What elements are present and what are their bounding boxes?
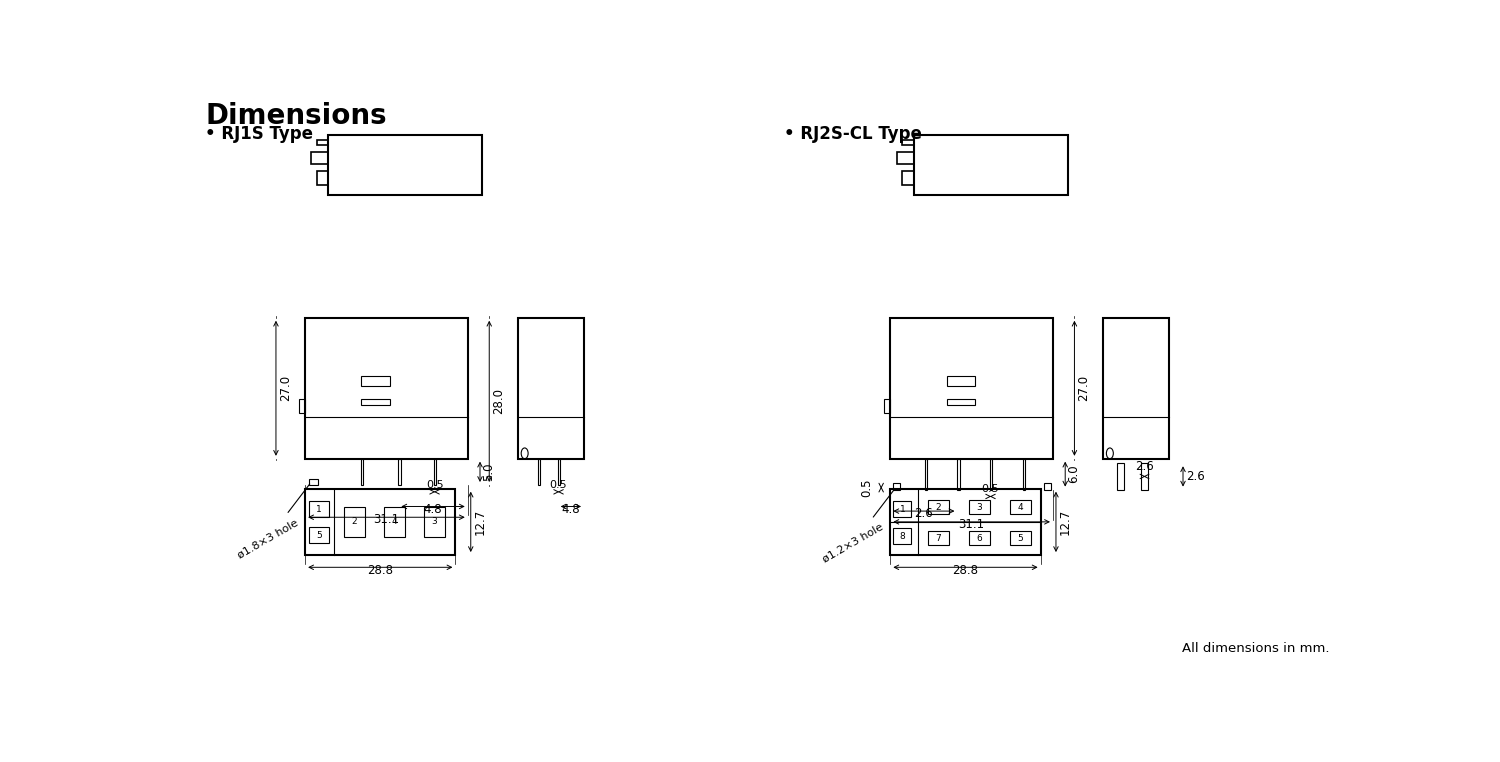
Text: 2: 2 [936, 503, 942, 512]
Text: 6: 6 [976, 533, 982, 543]
Text: 0.5: 0.5 [426, 479, 444, 489]
Bar [969, 531, 990, 545]
Text: 4: 4 [1017, 503, 1023, 512]
Bar [424, 507, 445, 536]
Text: 3: 3 [432, 517, 438, 527]
Bar [304, 488, 456, 555]
Text: 2.6: 2.6 [1136, 460, 1154, 473]
Bar [894, 528, 910, 544]
Bar [885, 399, 891, 412]
Text: 31.1: 31.1 [958, 518, 984, 531]
Text: 28.8: 28.8 [368, 564, 393, 577]
Text: ø1.8×3 hole: ø1.8×3 hole [236, 484, 309, 560]
Text: 12.7: 12.7 [1059, 509, 1072, 535]
Text: Dimensions: Dimensions [206, 102, 387, 130]
Text: 2: 2 [351, 517, 357, 527]
Text: ø1.2×3 hole: ø1.2×3 hole [821, 488, 896, 565]
Bar [362, 399, 390, 405]
Bar [1023, 459, 1025, 489]
Bar [518, 318, 584, 459]
Bar [399, 459, 400, 485]
Text: 4.8: 4.8 [561, 503, 580, 516]
Text: 4: 4 [392, 517, 398, 527]
Text: • RJ2S-CL Type: • RJ2S-CL Type [784, 125, 922, 143]
Bar [946, 399, 975, 405]
Bar [926, 459, 927, 489]
Text: 6.0: 6.0 [1068, 465, 1080, 483]
Text: 2.6: 2.6 [915, 507, 933, 520]
Bar [558, 459, 560, 485]
Text: 28.8: 28.8 [952, 564, 978, 577]
Text: 8: 8 [900, 532, 904, 540]
Text: 0.5: 0.5 [549, 479, 567, 489]
Bar [1140, 463, 1149, 489]
Text: 5: 5 [1017, 533, 1023, 543]
Bar [902, 171, 914, 184]
Text: 12.7: 12.7 [474, 509, 488, 535]
Bar [384, 507, 405, 536]
Bar [892, 482, 900, 489]
Text: 27.0: 27.0 [1077, 375, 1090, 402]
Bar [309, 527, 328, 543]
Bar [328, 135, 483, 194]
Bar [316, 171, 328, 184]
Text: 1: 1 [900, 504, 904, 514]
Bar [928, 501, 950, 514]
Text: 0.5: 0.5 [981, 484, 999, 494]
Bar [891, 488, 1041, 555]
Text: 31.1: 31.1 [374, 514, 399, 527]
Bar [537, 459, 540, 485]
Text: 5: 5 [316, 531, 322, 539]
Bar [298, 399, 304, 412]
Bar [928, 531, 950, 545]
Bar [360, 459, 363, 485]
Bar [902, 140, 914, 146]
Bar [304, 318, 468, 459]
Text: 4.8: 4.8 [423, 503, 442, 516]
Text: 27.0: 27.0 [279, 375, 292, 402]
Bar [914, 135, 1068, 194]
Bar [897, 152, 914, 164]
Bar [362, 376, 390, 386]
Text: • RJ1S Type: • RJ1S Type [206, 125, 314, 143]
Text: 1: 1 [316, 504, 322, 514]
Bar [1102, 318, 1168, 459]
Text: 7: 7 [936, 533, 942, 543]
Bar [309, 479, 318, 485]
Text: 2.6: 2.6 [1186, 470, 1204, 483]
Bar [990, 459, 992, 489]
Text: All dimensions in mm.: All dimensions in mm. [1182, 642, 1329, 655]
Bar [309, 501, 328, 517]
Bar [891, 318, 1053, 459]
Bar [894, 501, 910, 517]
Text: 0.5: 0.5 [861, 479, 873, 498]
Text: 3: 3 [976, 503, 982, 512]
Bar [969, 501, 990, 514]
Bar [433, 459, 436, 485]
Bar [946, 376, 975, 386]
Bar [344, 507, 366, 536]
Bar [316, 140, 328, 146]
Bar [1118, 463, 1125, 489]
Bar [312, 152, 328, 164]
Text: 5.0: 5.0 [483, 463, 495, 481]
Bar [1044, 482, 1050, 489]
Bar [1010, 501, 1031, 514]
Text: 28.0: 28.0 [492, 389, 506, 415]
Bar [957, 459, 960, 489]
Bar [1010, 531, 1031, 545]
